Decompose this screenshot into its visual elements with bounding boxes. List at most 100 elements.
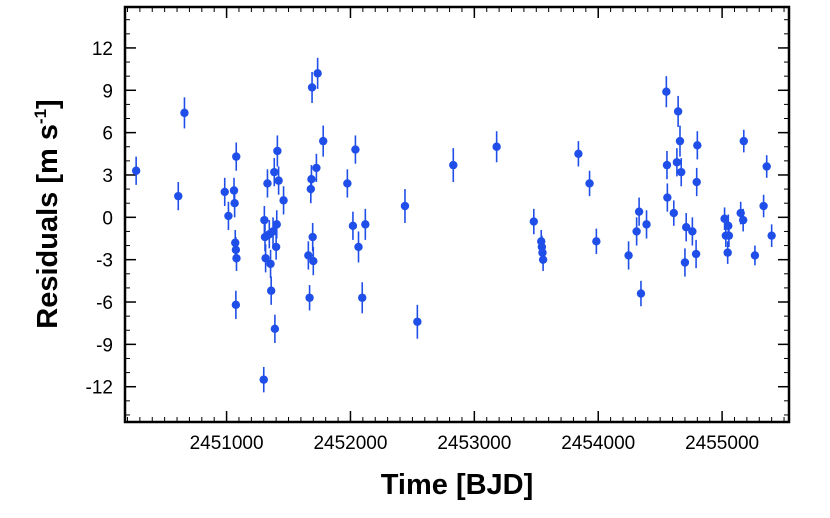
data-point (724, 224, 734, 247)
y-tick-label: 9 (102, 81, 113, 102)
data-point (131, 156, 141, 185)
data-point (673, 95, 683, 127)
data-point (538, 248, 548, 271)
data-marker (266, 286, 276, 295)
data-marker (308, 232, 317, 242)
data-point (413, 304, 422, 339)
data-point (592, 228, 601, 255)
data-marker (305, 293, 314, 302)
data-marker (309, 256, 318, 266)
data-marker (307, 175, 316, 184)
data-marker (669, 208, 678, 218)
data-point (266, 249, 275, 279)
data-marker (692, 177, 701, 187)
data-marker (261, 254, 270, 263)
data-marker (343, 179, 352, 188)
data-point (232, 142, 241, 171)
data-marker (268, 227, 278, 236)
data-marker (632, 227, 641, 236)
data-marker (673, 107, 683, 116)
data-marker (574, 149, 583, 159)
y-axis-title: Residuals [m s-1] (31, 99, 64, 328)
y-axis-title-main: Residuals [m s (32, 124, 64, 329)
data-point (351, 135, 360, 164)
y-axis-title-superscript: -1 (31, 109, 50, 124)
data-point (174, 182, 183, 211)
data-marker (354, 242, 363, 252)
data-marker (319, 136, 328, 146)
data-marker (663, 193, 672, 202)
data-marker (232, 152, 241, 161)
data-point (762, 155, 771, 178)
data-point (400, 189, 410, 223)
data-marker (273, 146, 282, 156)
data-point (688, 217, 697, 246)
data-point (632, 217, 641, 246)
data-marker (270, 167, 279, 177)
data-marker (680, 258, 690, 267)
data-point (662, 150, 672, 180)
data-point (750, 245, 760, 266)
data-point (270, 314, 280, 343)
data-marker (662, 160, 672, 170)
data-point (261, 244, 270, 273)
data-point (574, 141, 583, 167)
data-marker (220, 187, 229, 197)
data-point (681, 213, 691, 242)
data-point (266, 276, 276, 305)
tick-labels: 2451000 2452000 2453000 2454000 2455000 -12 -9… (86, 39, 760, 454)
data-marker (274, 176, 283, 185)
data-point (224, 201, 233, 231)
data-point (361, 208, 370, 240)
data-marker (693, 141, 702, 150)
data-points (131, 57, 776, 393)
data-point (307, 71, 317, 103)
data-point (723, 241, 732, 264)
data-point (180, 97, 189, 129)
x-tick-label: 2453000 (437, 433, 511, 454)
data-point (492, 131, 501, 163)
data-point (767, 224, 776, 247)
data-point (662, 76, 671, 108)
data-marker (723, 248, 732, 257)
data-point (663, 183, 672, 212)
data-marker (259, 375, 268, 384)
y-tick-label: -12 (86, 378, 113, 399)
data-point (272, 210, 281, 239)
data-point (677, 158, 686, 187)
data-point (354, 231, 363, 263)
y-tick-label: -3 (96, 251, 113, 272)
data-point (308, 222, 317, 252)
data-marker (413, 317, 422, 326)
data-marker (271, 242, 281, 252)
data-point (263, 169, 272, 198)
data-marker (313, 69, 322, 78)
y-tick-label: -9 (96, 335, 113, 356)
data-point (636, 280, 646, 307)
data-marker (681, 223, 691, 232)
plot-frame (123, 5, 791, 424)
data-marker (312, 163, 321, 173)
data-point (220, 177, 229, 207)
data-point (691, 239, 701, 269)
data-marker (675, 136, 685, 146)
data-point (449, 148, 458, 183)
data-marker (307, 83, 317, 92)
data-point (270, 158, 279, 187)
data-marker (180, 108, 189, 118)
y-axis-title-close: ] (32, 99, 64, 109)
data-marker (662, 87, 671, 96)
data-point (642, 210, 651, 239)
data-marker (592, 237, 601, 246)
data-marker (279, 196, 288, 205)
data-point (273, 135, 282, 167)
y-tick-label: -6 (96, 293, 113, 314)
data-point (309, 246, 318, 276)
data-marker (449, 160, 458, 170)
data-marker (231, 300, 241, 310)
data-point (313, 57, 322, 89)
data-point (343, 169, 352, 198)
data-marker (361, 220, 370, 229)
data-point (319, 125, 328, 157)
